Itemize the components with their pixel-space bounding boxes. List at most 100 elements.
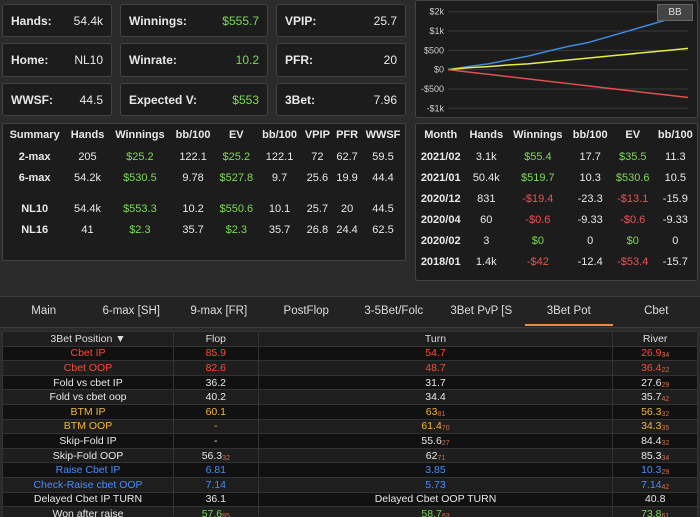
- table-cell: 40.8: [612, 491, 698, 508]
- stat-label: PFR:: [285, 53, 313, 67]
- table-cell: 34.335: [612, 418, 698, 435]
- header-row: Summary Hands Winnings bb/100 EV bb/100 VPIP PF…: [3, 124, 405, 146]
- chart: $2k $1k $500 $0 -$500 -$1k: [421, 7, 689, 113]
- bb-button[interactable]: BB: [657, 4, 693, 21]
- y-tick-label: -$1k: [426, 103, 444, 113]
- table-cell: 25.6: [306, 171, 329, 184]
- stat-label: Expected V:: [129, 92, 198, 107]
- stat-label: Winrate:: [129, 53, 177, 67]
- table-cell: 6381: [257, 403, 614, 420]
- table-cell: 3: [483, 234, 490, 247]
- table-cell: 84.432: [612, 433, 698, 449]
- cell-value: 61.4: [421, 420, 442, 433]
- summary-table: Summary Hands Winnings bb/100 EV bb/100 VPIP PF…: [3, 124, 405, 240]
- header-row: Month Hands Winnings bb/100 EV bb/100: [416, 124, 697, 146]
- table-row: 2021/02 3.1k $55.4 17.7 $35.5 11.3: [416, 146, 697, 167]
- stat-label: Hands:: [11, 13, 52, 28]
- cell-value: 54.7: [425, 347, 446, 360]
- tab[interactable]: PostFlop: [283, 305, 329, 317]
- table-row: 2020/12 831 -$19.4 -23.3 -$13.1 -15.9: [416, 188, 697, 209]
- table-cell: 6271: [257, 447, 614, 464]
- table-cell: 36.1: [173, 491, 259, 508]
- table-cell: $2.3: [225, 223, 248, 236]
- cell-value: 48.7: [425, 361, 446, 374]
- stat-label: VPIP:: [285, 13, 317, 28]
- table-cell: 6-max: [18, 171, 51, 184]
- stat-box: 3Bet: 7.96: [276, 83, 406, 116]
- tab[interactable]: 3Bet PvP [S: [450, 305, 513, 317]
- cell-value: 36.4: [641, 361, 662, 374]
- cell-value: 73.8: [641, 507, 662, 517]
- header-cell: Hands: [469, 129, 504, 141]
- tab[interactable]: 6-max [SH]: [102, 305, 160, 317]
- table-cell: 54.4k: [74, 202, 101, 215]
- table-cell: -9.33: [577, 213, 603, 226]
- cell-sub: 42: [661, 483, 670, 491]
- position-table: 3Bet Position ▼ Flop Turn River Cbet IP 85.9 5…: [2, 331, 698, 517]
- table-cell: 10.5: [664, 171, 687, 184]
- table-row: Raise Cbet IP 6.81 3.85 10.329: [2, 462, 698, 478]
- table-row: Fold vs cbet oop 40.2 34.4 35.742: [2, 389, 698, 405]
- table-cell: 54.7: [257, 345, 614, 362]
- header-cell: bb/100: [657, 129, 693, 141]
- table-row: Fold vs cbet IP 36.2 31.7 27.629: [2, 374, 698, 391]
- cell-value: Skip-Fold OOP: [52, 449, 124, 462]
- cell-value: 36.1: [205, 493, 227, 506]
- tab[interactable]: 9-max [FR]: [190, 305, 248, 317]
- table-cell: 10.2: [182, 202, 204, 215]
- table-cell: 11.3: [665, 150, 686, 163]
- table-cell: 41: [81, 223, 94, 236]
- table-cell: -23.3: [577, 192, 603, 205]
- cell-value: 62: [425, 449, 438, 462]
- stat-box: VPIP: 25.7: [276, 4, 406, 37]
- table-cell: $530.5: [123, 171, 157, 184]
- table-row: 2021/01 50.4k $519.7 10.3 $530.6 10.5: [416, 167, 697, 188]
- stat-value: 10.2: [235, 53, 259, 67]
- table-row: Cbet OOP 82.6 48.7 36.422: [2, 360, 698, 376]
- table-cell: 3.85: [257, 462, 614, 478]
- table-cell: 24.4: [336, 223, 358, 236]
- series-line: [447, 47, 689, 71]
- table-cell: 2020/02: [420, 234, 461, 247]
- table-cell: $25.2: [222, 150, 251, 163]
- stat-label: Winnings:: [129, 13, 187, 28]
- table-cell: $55.4: [524, 150, 552, 163]
- table-cell: 54.2k: [74, 171, 101, 184]
- cell-value: 40.8: [644, 493, 666, 506]
- table-cell: 20: [340, 202, 354, 215]
- table-cell: 7.14: [173, 476, 259, 493]
- tab[interactable]: 3-5Bet/Folc: [364, 305, 424, 317]
- table-cell: -$19.4: [522, 192, 554, 205]
- table-cell: 40.2: [173, 389, 259, 405]
- table-cell: Delayed Cbet IP TURN: [2, 491, 174, 508]
- header-cell: EV: [625, 129, 641, 141]
- cell-value: 58.7: [421, 507, 442, 517]
- tab[interactable]: Main: [31, 305, 57, 317]
- table-row: BTM IP 60.1 6381 56.332: [2, 403, 698, 420]
- stat-box: Winnings: $555.7: [120, 4, 268, 37]
- table-row: 6-max 54.2k $530.5 9.78 $527.8 9.7 25.6 19.9 44.…: [3, 167, 405, 188]
- cell-sub: 29: [661, 381, 670, 389]
- cell-value: 36.2: [205, 376, 227, 389]
- tab[interactable]: 3Bet Pot: [525, 297, 613, 326]
- table-cell: 26.934: [612, 345, 698, 362]
- table-cell: 9.78: [182, 171, 204, 184]
- stat-label: WWSF:: [11, 92, 53, 107]
- table-cell: 2020/04: [420, 213, 461, 226]
- cell-value: 26.9: [641, 347, 662, 360]
- cell-value: 7.14: [205, 478, 227, 491]
- table-cell: 35.7: [268, 223, 291, 236]
- table-cell: 44.5: [372, 202, 394, 215]
- stat-value: 54.4k: [73, 13, 103, 28]
- table-cell: 57.685: [173, 506, 259, 517]
- header-cell: bb/100: [262, 129, 297, 141]
- cell-value: Delayed Cbet OOP TURN: [374, 493, 497, 506]
- table-cell: 2020/12: [420, 192, 461, 205]
- stat-box: Expected V: $553: [120, 83, 268, 116]
- cell-value: 5.73: [425, 478, 446, 491]
- cell-value: Cbet OOP: [63, 361, 113, 374]
- tab[interactable]: Cbet: [644, 305, 669, 317]
- cell-sub: 27: [441, 439, 450, 447]
- table-cell: $527.8: [219, 171, 254, 184]
